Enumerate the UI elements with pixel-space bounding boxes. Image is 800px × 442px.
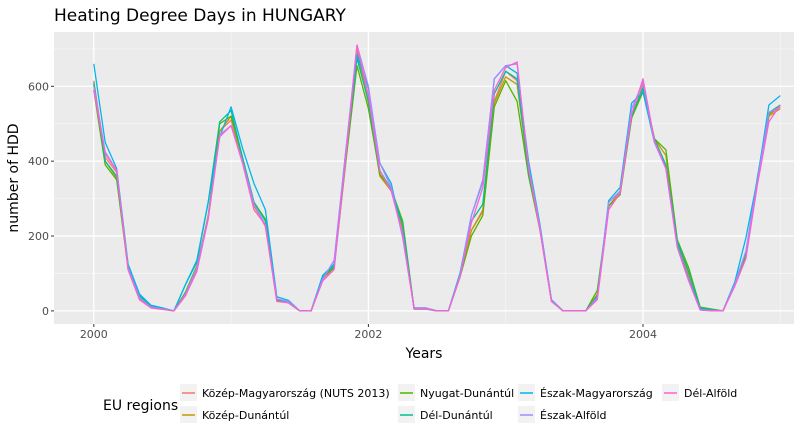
y-tick-label: 200	[28, 230, 49, 243]
legend-label: Észak-Magyarország	[540, 387, 653, 400]
x-axis: 2000 2002 2004	[80, 324, 657, 341]
grid-minor	[54, 32, 794, 324]
legend-item-2: Közép-Dunántúl	[180, 406, 289, 423]
legend-item-5: Észak-Magyarország	[518, 384, 653, 401]
chart-title: Heating Degree Days in HUNGARY	[54, 6, 346, 26]
x-tick-label: 2004	[629, 328, 657, 341]
series-lines	[93, 44, 781, 312]
legend-item-6: Észak-Alföld	[518, 406, 607, 423]
legend-label: Közép-Magyarország (NUTS 2013)	[202, 387, 390, 400]
y-tick-label: 0	[42, 305, 49, 318]
plot-panel	[54, 32, 794, 324]
legend: Közép-Magyarország (NUTS 2013) Közép-Duná…	[180, 384, 737, 423]
legend-item-7: Dél-Alföld	[662, 384, 737, 401]
y-tick-label: 600	[28, 80, 49, 93]
legend-label: Nyugat-Dunántúl	[420, 387, 514, 400]
series-line-7	[93, 44, 781, 312]
grid-major	[54, 32, 794, 324]
x-tick-label: 2002	[354, 328, 382, 341]
legend-label: Közép-Dunántúl	[202, 409, 289, 422]
y-axis-title: number of HDD	[6, 123, 22, 232]
legend-item-1: Közép-Magyarország (NUTS 2013)	[180, 384, 390, 401]
y-axis: 0 200 400 600	[28, 80, 54, 318]
legend-label: Dél-Alföld	[684, 387, 737, 400]
legend-item-4: Dél-Dunántúl	[398, 406, 493, 423]
x-tick-label: 2000	[80, 328, 108, 341]
legend-title: EU regions	[103, 398, 178, 414]
legend-label: Dél-Dunántúl	[420, 409, 493, 422]
legend-item-3: Nyugat-Dunántúl	[398, 384, 514, 401]
x-axis-title: Years	[405, 346, 443, 362]
y-tick-label: 400	[28, 155, 49, 168]
legend-label: Észak-Alföld	[540, 409, 607, 422]
